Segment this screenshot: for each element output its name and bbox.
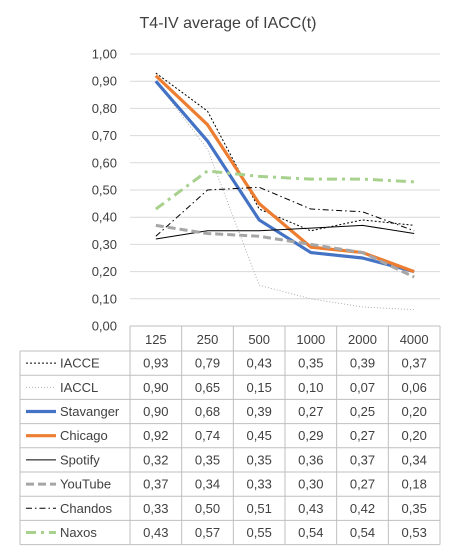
data-label: 0,43 bbox=[143, 525, 168, 540]
table-row: IACCE 0,93 0,79 0,43 0,35 0,39 0,37 bbox=[26, 356, 427, 371]
data-label: 0,35 bbox=[402, 501, 427, 516]
x-tick-label: 500 bbox=[248, 332, 270, 347]
data-label: 0,27 bbox=[298, 404, 323, 419]
y-tick-label: 0,80 bbox=[92, 101, 117, 116]
legend-label: Naxos bbox=[60, 525, 97, 540]
y-tick-label: 1,00 bbox=[92, 47, 117, 62]
data-label: 0,43 bbox=[298, 501, 323, 516]
data-label: 0,39 bbox=[247, 404, 272, 419]
data-label: 0,39 bbox=[350, 356, 375, 371]
table-row: YouTube 0,37 0,34 0,33 0,30 0,27 0,18 bbox=[26, 477, 427, 492]
data-label: 0,37 bbox=[402, 356, 427, 371]
x-tick-label: 1000 bbox=[296, 332, 325, 347]
data-label: 0,06 bbox=[402, 380, 427, 395]
data-label: 0,42 bbox=[350, 501, 375, 516]
data-label: 0,20 bbox=[402, 428, 427, 443]
data-label: 0,33 bbox=[247, 477, 272, 492]
data-label: 0,65 bbox=[195, 380, 220, 395]
data-label: 0,57 bbox=[195, 525, 220, 540]
table-row: Spotify 0,32 0,35 0,35 0,36 0,37 0,34 bbox=[26, 452, 427, 467]
y-tick-label: 0,30 bbox=[92, 237, 117, 252]
data-label: 0,20 bbox=[402, 404, 427, 419]
series-line-iaccl bbox=[155, 80, 415, 311]
data-label: 0,93 bbox=[143, 356, 168, 371]
data-label: 0,34 bbox=[402, 452, 427, 467]
data-label: 0,30 bbox=[298, 477, 323, 492]
data-label: 0,37 bbox=[143, 477, 168, 492]
data-label: 0,55 bbox=[247, 525, 272, 540]
legend-label: Stavanger bbox=[60, 404, 120, 419]
data-label: 0,07 bbox=[350, 380, 375, 395]
legend-label: Chicago bbox=[60, 428, 108, 443]
data-table: 125 250 500 1000 2000 4000 IACCE 0,93 0,79 0,43 0,… bbox=[19, 325, 441, 546]
data-label: 0,33 bbox=[143, 501, 168, 516]
x-tick-label: 250 bbox=[197, 332, 219, 347]
series-line-iacce bbox=[155, 72, 415, 232]
x-tick-label: 4000 bbox=[400, 332, 429, 347]
series-line-chandos bbox=[155, 186, 415, 237]
table-row: Chicago 0,92 0,74 0,45 0,29 0,27 0,20 bbox=[26, 428, 427, 443]
data-label: 0,32 bbox=[143, 452, 168, 467]
y-axis-tick-labels: 0,00 0,10 0,20 0,30 0,40 0,50 0,60 0,70 0,80 0,90… bbox=[92, 47, 117, 334]
y-tick-label: 0,10 bbox=[92, 291, 117, 306]
y-tick-label: 0,90 bbox=[92, 74, 117, 89]
data-label: 0,15 bbox=[247, 380, 272, 395]
y-tick-label: 0,40 bbox=[92, 210, 117, 225]
table-row: Chandos 0,33 0,50 0,51 0,43 0,42 0,35 bbox=[26, 501, 427, 516]
data-label: 0,50 bbox=[195, 501, 220, 516]
data-label: 0,43 bbox=[247, 356, 272, 371]
chart-title: T4-IV average of IACC(t) bbox=[140, 15, 317, 32]
data-label: 0,53 bbox=[402, 525, 427, 540]
data-label: 0,51 bbox=[247, 501, 272, 516]
legend-label: IACCL bbox=[60, 380, 98, 395]
y-tick-label: 0,70 bbox=[92, 128, 117, 143]
data-label: 0,25 bbox=[350, 404, 375, 419]
y-tick-label: 0,60 bbox=[92, 155, 117, 170]
table-row: Stavanger 0,90 0,68 0,39 0,27 0,25 0,20 bbox=[26, 404, 427, 419]
legend-label: IACCE bbox=[60, 356, 100, 371]
y-tick-label: 0,50 bbox=[92, 183, 117, 198]
legend-label: Spotify bbox=[60, 452, 100, 467]
x-tick-label: 2000 bbox=[348, 332, 377, 347]
data-label: 0,68 bbox=[195, 404, 220, 419]
data-label: 0,74 bbox=[195, 428, 220, 443]
data-label: 0,54 bbox=[350, 525, 375, 540]
data-label: 0,90 bbox=[143, 404, 168, 419]
x-tick-label: 125 bbox=[145, 332, 167, 347]
data-label: 0,27 bbox=[350, 428, 375, 443]
series-line-chicago bbox=[154, 74, 415, 274]
table-row: IACCL 0,90 0,65 0,15 0,10 0,07 0,06 bbox=[26, 380, 427, 395]
series-line-youtube bbox=[155, 223, 415, 279]
legend-label: YouTube bbox=[60, 477, 111, 492]
data-label: 0,92 bbox=[143, 428, 168, 443]
series-line-stavanger bbox=[154, 80, 415, 274]
data-label: 0,35 bbox=[247, 452, 272, 467]
data-label: 0,29 bbox=[298, 428, 323, 443]
data-label: 0,37 bbox=[350, 452, 375, 467]
data-label: 0,35 bbox=[298, 356, 323, 371]
data-label: 0,18 bbox=[402, 477, 427, 492]
data-label: 0,35 bbox=[195, 452, 220, 467]
data-label: 0,27 bbox=[350, 477, 375, 492]
series-line-naxos bbox=[154, 169, 415, 211]
data-label: 0,54 bbox=[298, 525, 323, 540]
data-label: 0,36 bbox=[298, 452, 323, 467]
legend-label: Chandos bbox=[60, 501, 113, 516]
data-label: 0,90 bbox=[143, 380, 168, 395]
data-label: 0,34 bbox=[195, 477, 220, 492]
data-label: 0,10 bbox=[298, 380, 323, 395]
y-tick-label: 0,20 bbox=[92, 264, 117, 279]
data-label: 0,45 bbox=[247, 428, 272, 443]
series-lines bbox=[154, 72, 415, 311]
data-label: 0,79 bbox=[195, 356, 220, 371]
table-row: Naxos 0,43 0,57 0,55 0,54 0,54 0,53 bbox=[26, 525, 427, 540]
y-tick-label: 0,00 bbox=[92, 319, 117, 334]
